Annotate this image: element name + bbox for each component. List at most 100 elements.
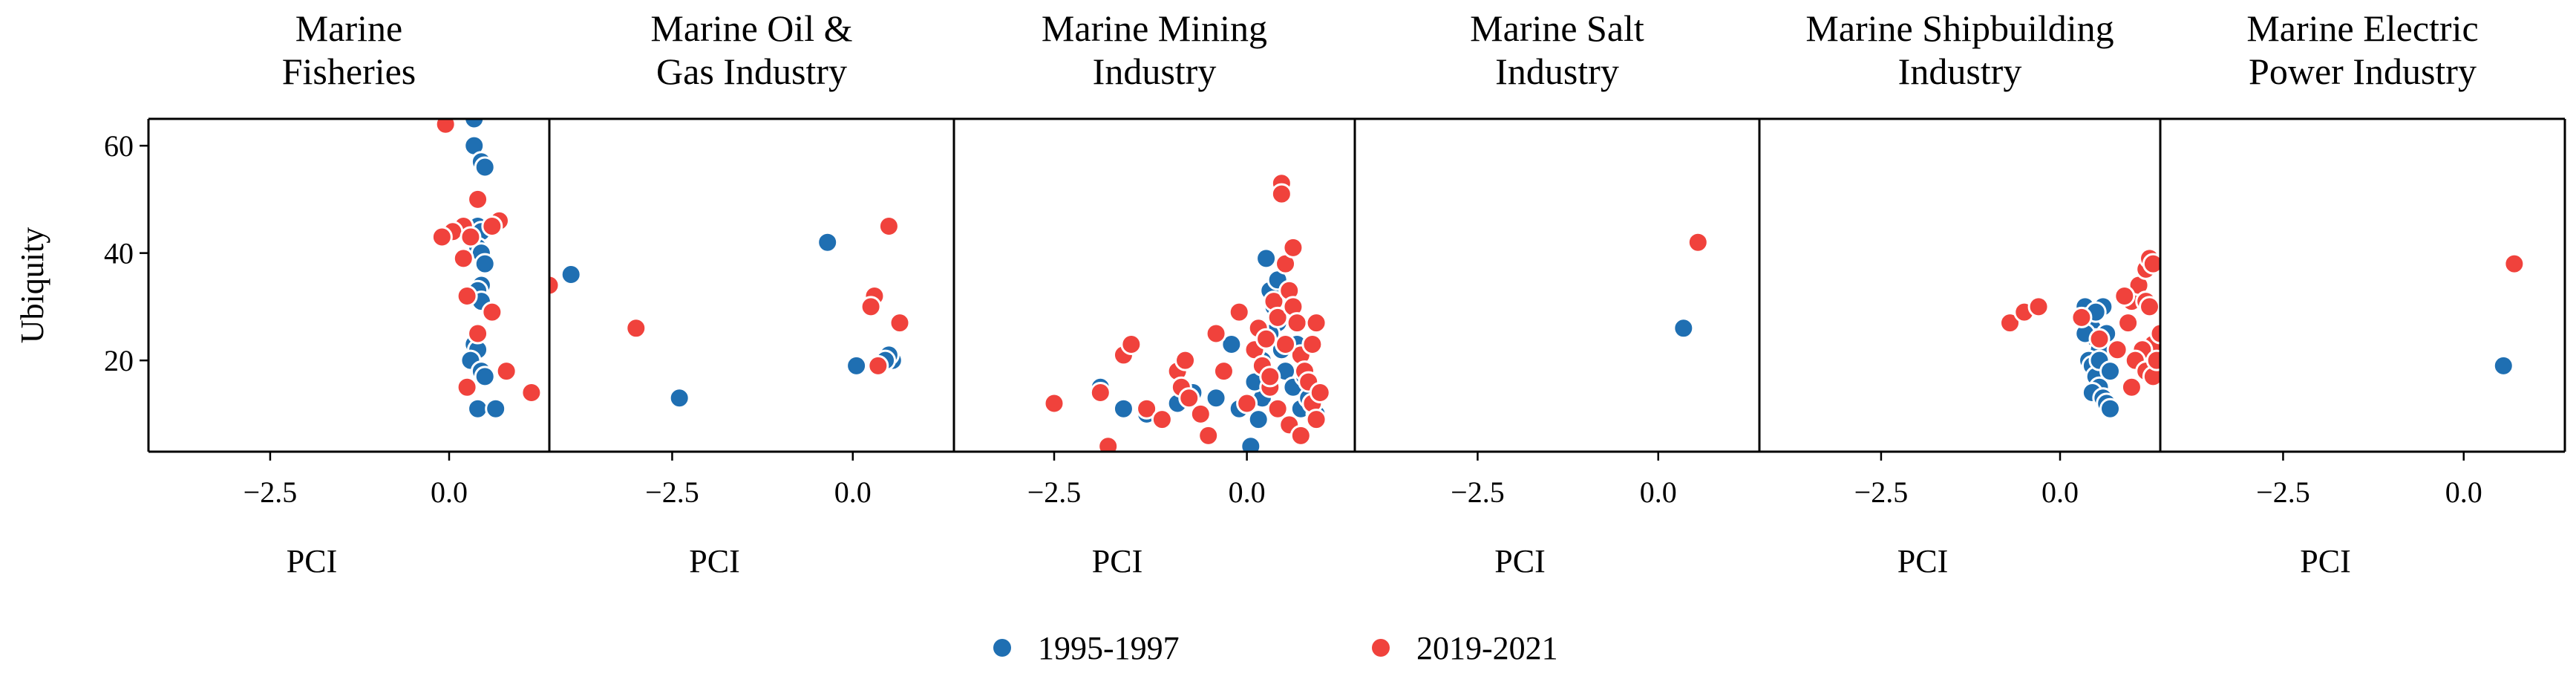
point-2019-2021	[1236, 392, 1258, 415]
x-tick-label: −2.5	[1854, 475, 1909, 509]
point-1995-1997	[2099, 360, 2121, 383]
point-2019-2021	[2142, 253, 2160, 275]
y-tick-label: 40	[104, 237, 134, 270]
panel-title-line: Fisheries	[282, 51, 416, 92]
point-1995-1997	[1240, 435, 1262, 452]
point-2019-2021	[889, 312, 911, 334]
point-2019-2021	[860, 296, 882, 318]
point-1995-1997	[560, 264, 582, 286]
panel-title-line: Marine Mining	[1042, 7, 1267, 49]
point-2019-2021	[1305, 409, 1327, 431]
point-2019-2021	[1309, 382, 1331, 404]
x-tick-label: 0.0	[431, 475, 468, 509]
data-points	[1043, 172, 1331, 452]
point-2019-2021	[1305, 312, 1327, 334]
point-2019-2021	[2088, 328, 2111, 350]
point-1995-1997	[474, 366, 496, 388]
point-1995-1997	[1247, 409, 1269, 431]
point-1995-1997	[668, 387, 690, 409]
point-2019-2021	[431, 226, 453, 248]
point-2019-2021	[1174, 349, 1197, 371]
panel-1: Marine Oil &Gas Industry −2.5 0.0 PCI	[548, 7, 955, 579]
point-2019-2021	[1282, 236, 1304, 259]
x-tick-label: −2.5	[1027, 475, 1082, 509]
point-2019-2021	[1275, 333, 1297, 355]
x-tick-label: 0.0	[834, 475, 872, 509]
legend-label-1995-1997: 1995-1997	[1038, 630, 1180, 666]
legend: 1995-1997 2019-2021	[993, 630, 1558, 666]
point-1995-1997	[474, 253, 496, 275]
data-points	[549, 215, 911, 409]
point-2019-2021	[625, 317, 647, 340]
data-points	[1999, 247, 2160, 420]
point-2019-2021	[2120, 376, 2142, 398]
point-2019-2021	[2027, 296, 2050, 318]
point-2019-2021	[2503, 253, 2526, 275]
point-2019-2021	[1205, 322, 1227, 345]
legend-marker-1995-1997	[993, 639, 1011, 657]
panel-title-line: Gas Industry	[656, 51, 847, 92]
point-2019-2021	[467, 188, 489, 210]
y-tick-label: 60	[104, 129, 134, 163]
x-tick-label: −2.5	[243, 475, 298, 509]
point-2019-2021	[1120, 333, 1142, 355]
point-2019-2021	[434, 119, 457, 135]
point-1995-1997	[467, 397, 489, 420]
panel-title-line: Industry	[1898, 51, 2022, 92]
point-1995-1997	[1112, 397, 1134, 420]
point-2019-2021	[452, 247, 474, 270]
point-1995-1997	[463, 119, 486, 130]
panel-title-line: Marine Oil &	[650, 7, 852, 49]
panel-title-line: Power Industry	[2249, 51, 2477, 92]
point-2019-2021	[1151, 409, 1173, 431]
point-2019-2021	[520, 382, 543, 404]
panel-title-line: Marine Salt	[1470, 7, 1644, 49]
x-axis-label: PCI	[1092, 543, 1142, 579]
data-points	[2492, 253, 2526, 377]
point-1995-1997	[846, 354, 868, 377]
point-2019-2021	[1097, 435, 1119, 452]
x-tick-label: 0.0	[1640, 475, 1677, 509]
point-2019-2021	[1255, 328, 1278, 350]
point-2019-2021	[2145, 349, 2160, 371]
panel-title-line: Marine	[295, 7, 402, 49]
point-1995-1997	[2099, 397, 2121, 420]
panel-title-line: Marine Shipbuilding	[1805, 7, 2114, 49]
x-tick-label: −2.5	[1451, 475, 1505, 509]
x-axis-label: PCI	[1494, 543, 1545, 579]
panel-title-line: Industry	[1495, 51, 1619, 92]
x-tick-label: 0.0	[1229, 475, 1266, 509]
point-2019-2021	[549, 274, 560, 296]
x-tick-label: −2.5	[2256, 475, 2310, 509]
point-2019-2021	[1286, 312, 1308, 334]
y-axis-label: Ubiquity	[14, 227, 50, 343]
x-tick-label: −2.5	[645, 475, 699, 509]
y-tick-label: 20	[104, 344, 134, 377]
point-2019-2021	[467, 322, 489, 345]
point-2019-2021	[481, 215, 503, 238]
x-tick-label: 0.0	[2041, 475, 2079, 509]
point-2019-2021	[1136, 397, 1158, 420]
point-2019-2021	[495, 360, 517, 383]
point-2019-2021	[1178, 387, 1200, 409]
x-axis-label: PCI	[287, 543, 337, 579]
point-1995-1997	[1255, 247, 1278, 270]
point-2019-2021	[2139, 296, 2160, 318]
point-2019-2021	[1212, 360, 1235, 383]
point-1995-1997	[474, 156, 496, 178]
point-2019-2021	[1266, 397, 1289, 420]
legend-marker-2019-2021	[1372, 639, 1390, 657]
point-1995-1997	[485, 397, 507, 420]
point-2019-2021	[1228, 301, 1250, 323]
point-2019-2021	[1043, 392, 1065, 415]
point-2019-2021	[2114, 285, 2136, 307]
point-2019-2021	[481, 301, 503, 323]
point-2019-2021	[2117, 312, 2139, 334]
point-1995-1997	[1673, 317, 1695, 340]
